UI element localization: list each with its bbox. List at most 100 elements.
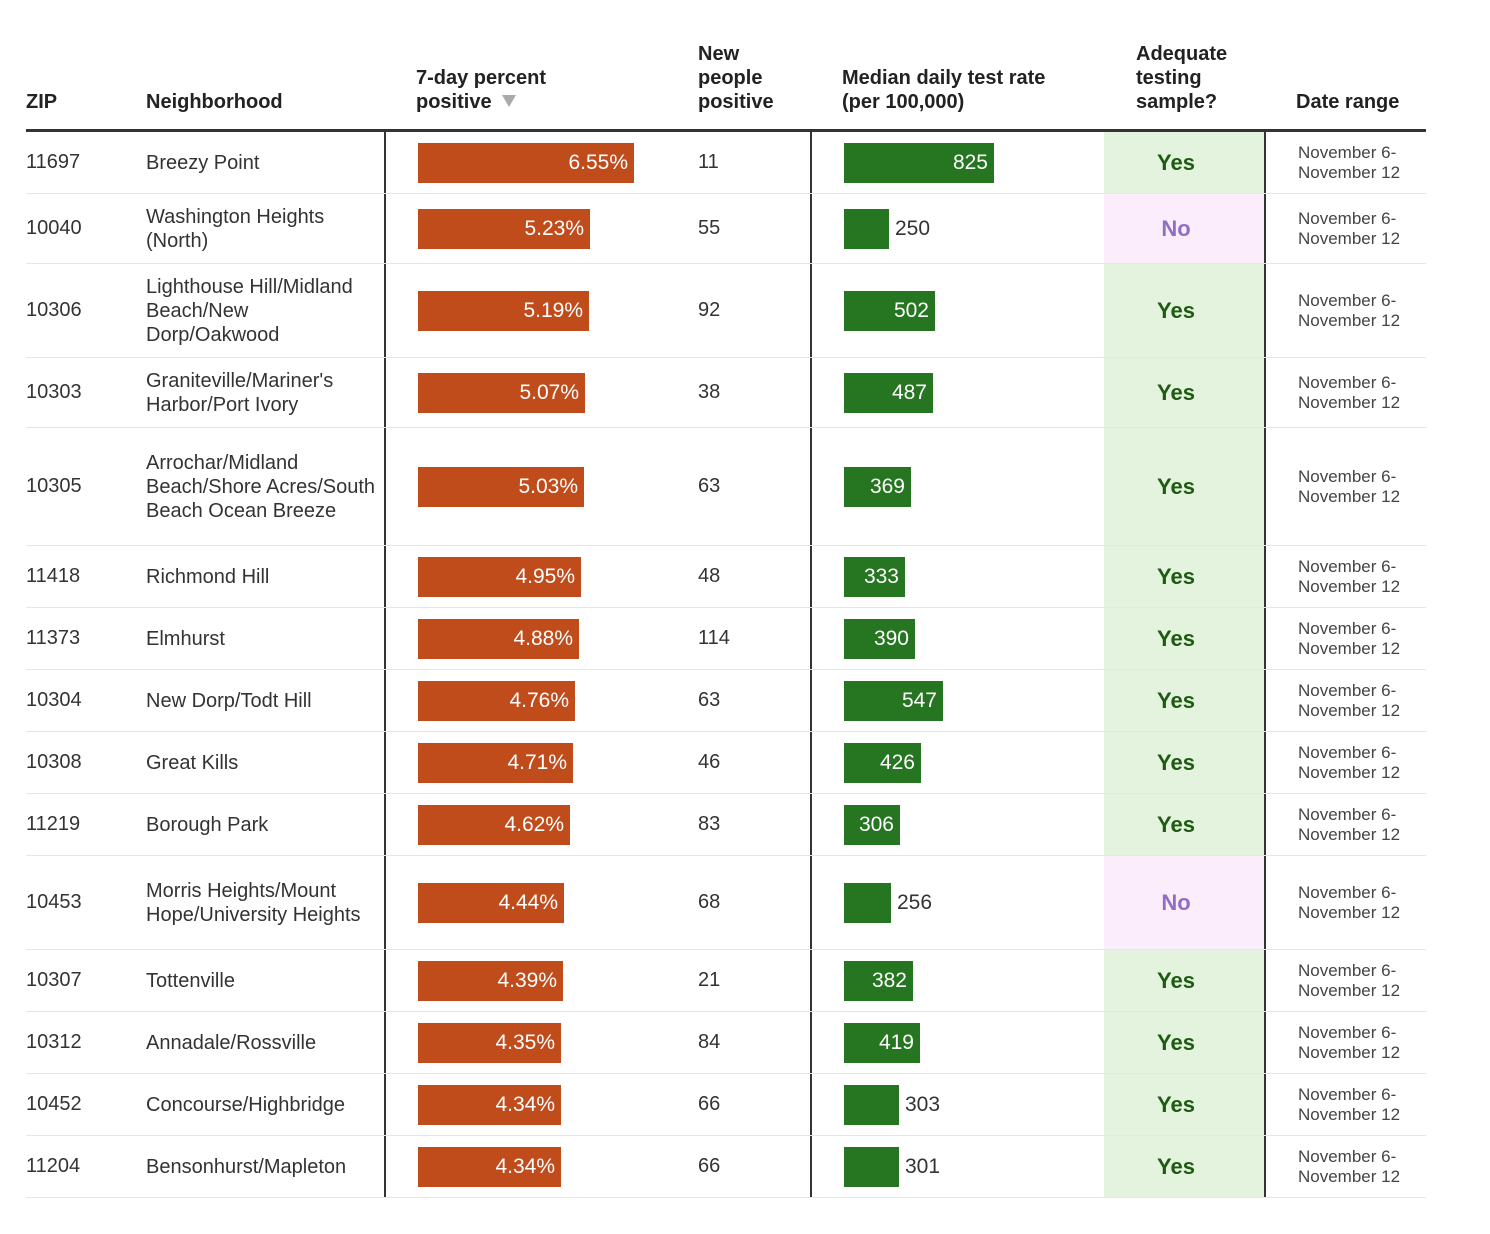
date-range-cell: November 6- November 12 (1264, 132, 1426, 193)
percent-positive-value: 4.88% (513, 626, 573, 650)
adequate-sample-cell: Yes (1104, 794, 1264, 855)
test-rate-cell: 487 (810, 358, 1100, 427)
neighborhood-cell: Lighthouse Hill/Midland Beach/New Dorp/O… (146, 275, 353, 346)
sort-descending-icon[interactable] (501, 95, 516, 107)
test-rate-bar: 825 (844, 142, 994, 183)
date-range-end: November 12 (1298, 762, 1401, 782)
percent-positive-cell: 4.39% (384, 950, 646, 1011)
header-divider (26, 129, 1426, 132)
percent-positive-value: 4.71% (507, 750, 567, 774)
test-rate-bar: 547 (844, 680, 943, 721)
neighborhood-cell: Great Kills (146, 751, 239, 774)
percent-positive-cell: 4.35% (384, 1012, 646, 1073)
percent-positive-value: 4.34% (495, 1154, 555, 1178)
date-range-start: November 6- (1298, 466, 1397, 486)
test-rate-cell: 256 (810, 856, 1100, 949)
test-rate-cell: 547 (810, 670, 1100, 731)
test-rate-bar (844, 1084, 899, 1125)
adequate-sample-cell: Yes (1104, 1074, 1264, 1135)
zip-cell: 10303 (26, 381, 82, 403)
neighborhood-cell: Graniteville/Mariner's Harbor/Port Ivory (146, 369, 334, 416)
test-rate-bar: 369 (844, 466, 911, 507)
header-zip[interactable]: ZIP (26, 91, 58, 113)
table-row: 10303 Graniteville/Mariner's Harbor/Port … (26, 358, 1426, 428)
new-people-positive-cell: 84 (698, 1031, 721, 1053)
new-people-positive-cell: 21 (698, 969, 721, 991)
header-new-people-positive[interactable]: New people positive (698, 43, 774, 113)
percent-positive-value: 5.19% (523, 298, 583, 322)
header-percent-positive[interactable]: 7-day percent positive (416, 66, 606, 114)
percent-positive-bar: 5.03% (418, 466, 584, 507)
adequate-sample-cell: Yes (1104, 358, 1264, 427)
percent-positive-bar: 4.88% (418, 618, 579, 659)
percent-positive-value: 5.23% (524, 216, 584, 240)
new-people-positive-cell: 114 (698, 627, 730, 649)
table-row: 10308 Great Kills 4.71% 46 426 Yes November 6-… (26, 732, 1426, 794)
zip-cell: 10304 (26, 689, 82, 711)
percent-positive-bar: 4.71% (418, 742, 573, 783)
test-rate-cell: 306 (810, 794, 1100, 855)
percent-positive-cell: 4.44% (384, 856, 646, 949)
date-range-end: November 12 (1298, 902, 1401, 922)
date-range-end: November 12 (1298, 228, 1401, 248)
neighborhood-cell: Elmhurst (146, 627, 225, 650)
zip-cell: 10308 (26, 751, 82, 773)
date-range-cell: November 6- November 12 (1264, 194, 1426, 263)
date-range-end: November 12 (1298, 1166, 1401, 1186)
new-people-positive-cell: 48 (698, 565, 721, 587)
table-row: 11373 Elmhurst 4.88% 114 390 Yes November 6- No… (26, 608, 1426, 670)
new-people-positive-cell: 66 (698, 1093, 721, 1115)
percent-positive-bar: 5.19% (418, 290, 589, 331)
date-range-start: November 6- (1298, 208, 1397, 228)
header-date-range[interactable]: Date range (1296, 91, 1400, 113)
percent-positive-bar: 4.76% (418, 680, 575, 721)
percent-positive-cell: 6.55% (384, 132, 646, 193)
date-range-start: November 6- (1298, 742, 1397, 762)
zip-cell: 10306 (26, 299, 82, 321)
table-body: 11697 Breezy Point 6.55% 11 825 Yes November 6… (26, 132, 1426, 1198)
percent-positive-cell: 5.23% (384, 194, 646, 263)
percent-positive-value: 5.07% (519, 380, 579, 404)
test-rate-cell: 369 (810, 428, 1100, 545)
date-range-start: November 6- (1298, 618, 1397, 638)
test-rate-value: 369 (869, 474, 905, 498)
percent-positive-bar: 6.55% (418, 142, 634, 183)
test-rate-bar: 390 (844, 618, 915, 659)
new-people-positive-cell: 83 (698, 813, 721, 835)
date-range-start: November 6- (1298, 1146, 1397, 1166)
test-rate-value: 256 (897, 890, 933, 914)
adequate-sample-cell: Yes (1104, 132, 1264, 193)
neighborhood-cell: New Dorp/Todt Hill (146, 689, 312, 712)
header-test-rate[interactable]: Median daily test rate (per 100,000) (842, 67, 1046, 113)
new-people-positive-cell: 46 (698, 751, 721, 773)
test-rate-cell: 390 (810, 608, 1100, 669)
test-rate-bar: 426 (844, 742, 921, 783)
date-range-end: November 12 (1298, 638, 1401, 658)
test-rate-cell: 333 (810, 546, 1100, 607)
zip-cell: 10312 (26, 1031, 82, 1053)
percent-positive-bar: 5.07% (418, 372, 585, 413)
neighborhood-cell: Borough Park (146, 813, 269, 836)
date-range-start: November 6- (1298, 960, 1397, 980)
date-range-cell: November 6- November 12 (1264, 608, 1426, 669)
adequate-sample-cell: Yes (1104, 732, 1264, 793)
date-range-start: November 6- (1298, 372, 1397, 392)
date-range-start: November 6- (1298, 142, 1397, 162)
percent-positive-bar: 4.34% (418, 1146, 561, 1187)
percent-positive-cell: 4.88% (384, 608, 646, 669)
zip-cell: 11204 (26, 1155, 81, 1177)
header-neighborhood[interactable]: Neighborhood (146, 91, 283, 113)
percent-positive-bar: 4.95% (418, 556, 581, 597)
new-people-positive-cell: 63 (698, 689, 721, 711)
adequate-sample-cell: Yes (1104, 546, 1264, 607)
adequate-sample-cell: Yes (1104, 950, 1264, 1011)
zip-cell: 10452 (26, 1093, 82, 1115)
header-adequate-sample[interactable]: Adequate testing sample? (1136, 43, 1228, 113)
zip-cell: 10307 (26, 969, 82, 991)
neighborhood-cell: Washington Heights (North) (146, 205, 325, 252)
test-rate-bar: 333 (844, 556, 905, 597)
date-range-end: November 12 (1298, 486, 1401, 506)
zip-cell: 11373 (26, 627, 81, 649)
percent-positive-cell: 5.03% (384, 428, 646, 545)
test-rate-cell: 426 (810, 732, 1100, 793)
